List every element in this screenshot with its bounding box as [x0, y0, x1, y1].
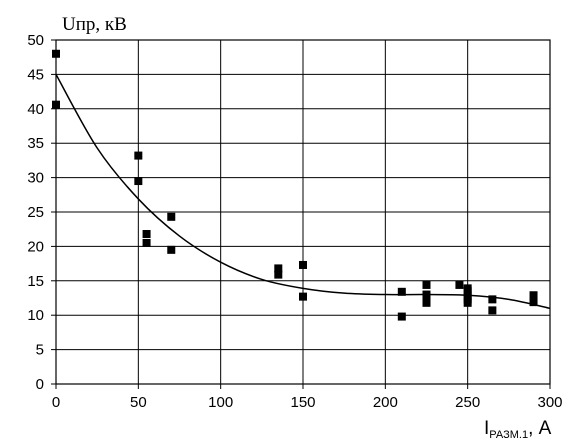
x-axis-title-main: I: [484, 418, 489, 439]
data-point: [274, 270, 283, 279]
x-tick-labels: 0 50 100 150 200 250 300: [52, 394, 563, 411]
data-point: [142, 230, 151, 239]
data-point: [52, 100, 60, 109]
data-point: [529, 298, 538, 307]
data-point: [299, 292, 307, 301]
x-tick-label: 100: [208, 394, 233, 411]
x-tick-label: 200: [373, 394, 398, 411]
x-axis-title-sub: РАЗМ.1: [489, 429, 528, 441]
data-point: [488, 306, 497, 315]
data-point: [274, 264, 283, 273]
x-axis-title: IРАЗМ.1, A: [484, 418, 552, 441]
y-tick-label: 45: [27, 66, 44, 83]
data-point: [463, 287, 472, 296]
data-point: [299, 260, 307, 269]
x-tick-label: 250: [455, 394, 480, 411]
x-tick-label: 150: [290, 394, 315, 411]
data-point: [167, 245, 176, 254]
data-point: [422, 294, 431, 303]
data-point: [134, 151, 143, 160]
data-point: [422, 280, 431, 289]
data-point: [134, 177, 143, 186]
data-point: [167, 212, 176, 221]
data-point: [52, 49, 60, 58]
y-tick-label: 5: [36, 342, 44, 359]
y-tick-label: 15: [27, 273, 44, 290]
data-point: [142, 238, 151, 247]
y-tick-label: 20: [27, 238, 44, 255]
x-tick-label: 300: [537, 394, 562, 411]
data-points: [52, 49, 538, 321]
data-point: [422, 290, 431, 299]
y-tick-label: 50: [27, 32, 44, 49]
data-point: [455, 280, 464, 289]
grid-lines: [56, 40, 550, 384]
tick-marks: [51, 39, 551, 389]
data-point: [529, 291, 538, 300]
y-tick-label: 30: [27, 170, 44, 187]
y-tick-label: 10: [27, 307, 44, 324]
data-point: [397, 312, 406, 321]
data-point: [488, 295, 497, 304]
data-point: [422, 298, 431, 307]
y-tick-label: 0: [36, 376, 44, 393]
x-tick-label: 0: [52, 394, 60, 411]
y-axis-title: Uпр, кВ: [62, 14, 127, 35]
data-point: [463, 298, 472, 307]
y-tick-label: 25: [27, 204, 44, 221]
y-tick-labels: 0 5 10 15 20 25 30 35 40 45 50: [27, 32, 44, 393]
data-point: [397, 287, 406, 296]
x-axis-title-unit: , A: [528, 418, 552, 439]
y-tick-label: 35: [27, 135, 44, 152]
y-tick-label: 40: [27, 101, 44, 118]
x-tick-label: 50: [130, 394, 147, 411]
